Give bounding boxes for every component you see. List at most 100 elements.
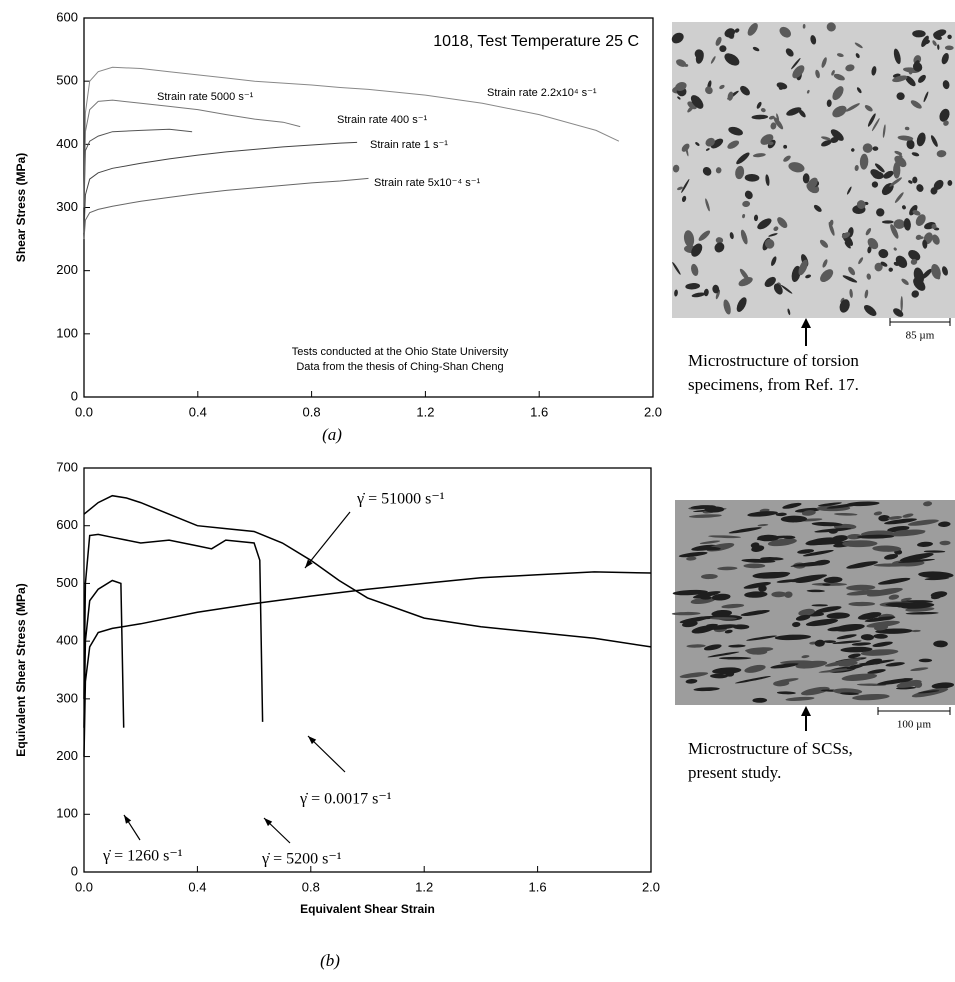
grain	[900, 296, 903, 312]
grain	[706, 623, 718, 627]
grain	[911, 290, 920, 298]
grain	[878, 249, 889, 259]
x-tick-label: 1.2	[415, 879, 433, 894]
grain	[916, 132, 926, 147]
grain	[710, 56, 716, 64]
grain	[719, 45, 727, 53]
y-tick-label: 400	[56, 633, 78, 648]
grain	[792, 621, 801, 628]
grain	[939, 108, 950, 122]
grain	[707, 651, 740, 658]
grain	[728, 527, 762, 534]
series-label: γ̇ = 51000 s⁻¹	[356, 491, 445, 508]
data-line	[83, 99, 301, 208]
grain	[672, 261, 681, 275]
grain	[784, 591, 793, 598]
series-label: γ̇ = 0.0017 s⁻¹	[299, 791, 392, 808]
grain	[734, 28, 740, 33]
grain	[917, 690, 940, 694]
grain	[685, 679, 698, 684]
grain	[851, 642, 871, 646]
grain	[860, 634, 874, 641]
series-label: Strain rate 5x10⁻⁴ s⁻¹	[374, 177, 481, 189]
x-tick-label: 1.6	[529, 879, 547, 894]
grain	[787, 308, 791, 316]
grain	[798, 259, 808, 276]
grain	[876, 208, 885, 217]
grain	[785, 48, 794, 57]
grain	[854, 164, 859, 171]
grain	[821, 140, 832, 147]
grain	[859, 153, 869, 170]
grain	[915, 214, 926, 226]
grain	[923, 550, 946, 553]
grain	[736, 152, 750, 165]
grain	[866, 587, 903, 597]
grain	[811, 604, 829, 607]
grain	[712, 284, 720, 294]
grain	[681, 179, 690, 193]
grain	[878, 577, 911, 585]
grain	[715, 167, 722, 174]
grain	[873, 511, 883, 516]
grain	[695, 142, 700, 146]
grain	[942, 80, 950, 90]
grain	[691, 263, 699, 276]
grain	[848, 266, 856, 276]
grain	[918, 74, 926, 83]
grain	[910, 258, 918, 265]
grain	[933, 34, 942, 40]
grain	[871, 118, 880, 132]
grain	[903, 218, 911, 231]
grain	[790, 561, 818, 567]
grain	[831, 70, 835, 76]
grain	[901, 278, 909, 286]
grain	[874, 163, 885, 173]
x-tick-label: 0.0	[75, 879, 93, 894]
grain	[851, 148, 855, 152]
grain	[836, 53, 844, 58]
grain	[800, 686, 830, 696]
grain	[764, 238, 775, 249]
grain	[889, 177, 902, 187]
grain	[681, 195, 687, 202]
series-label: γ̇ = 1260 s⁻¹	[102, 848, 183, 865]
data-line	[83, 571, 652, 757]
grain	[776, 678, 799, 683]
scale-label: 85 µm	[906, 330, 935, 342]
grain	[717, 566, 738, 571]
grain	[906, 139, 915, 150]
data-line	[83, 141, 358, 233]
grain	[767, 538, 797, 547]
grain	[679, 672, 709, 678]
micrograph-bg	[672, 22, 955, 318]
y-tick-label: 300	[56, 199, 78, 214]
grain	[867, 669, 886, 674]
grain	[913, 681, 923, 688]
grain	[858, 257, 864, 265]
y-tick-label: 200	[56, 262, 78, 277]
arrow-head	[801, 706, 811, 716]
x-tick-label: 1.2	[416, 404, 434, 419]
grain	[698, 230, 711, 241]
y-tick-label: 0	[71, 388, 78, 403]
grain	[828, 221, 835, 236]
grain	[791, 265, 801, 283]
grain	[911, 629, 921, 633]
grain	[888, 594, 900, 600]
y-tick-label: 100	[56, 325, 78, 340]
grain	[947, 180, 953, 186]
grain	[700, 595, 712, 600]
grain	[871, 181, 879, 188]
grain	[710, 673, 728, 679]
grain	[792, 65, 805, 79]
x-tick-label: 2.0	[644, 404, 662, 419]
grain	[801, 655, 810, 659]
grain	[908, 180, 913, 184]
grain	[931, 234, 940, 245]
grain	[923, 501, 933, 507]
data-line	[83, 533, 264, 722]
grain	[864, 289, 869, 299]
grain	[897, 135, 914, 141]
grain	[699, 540, 721, 545]
